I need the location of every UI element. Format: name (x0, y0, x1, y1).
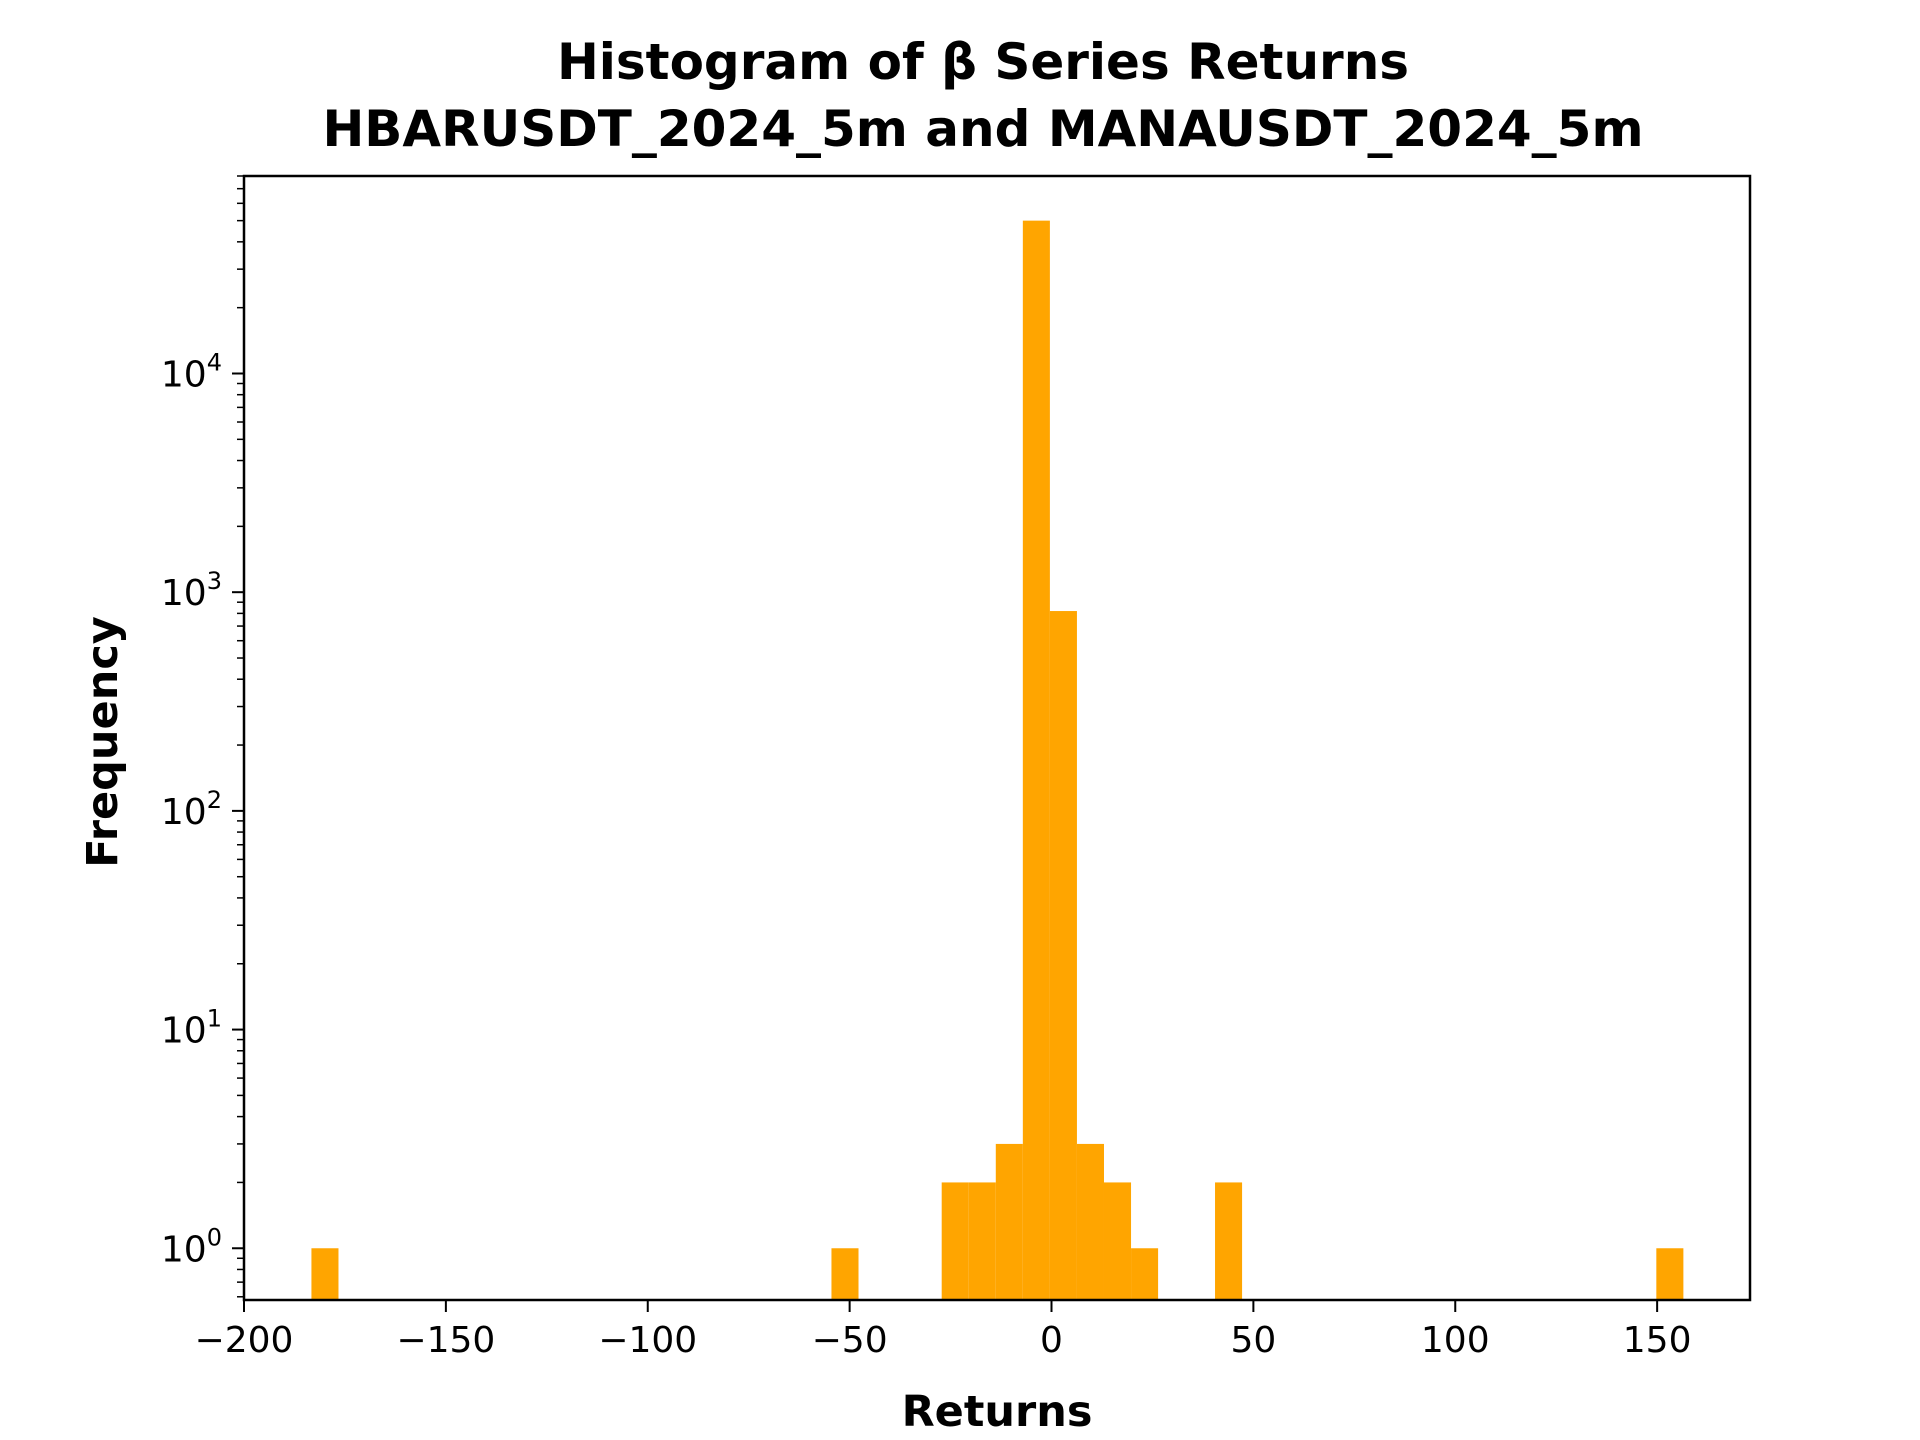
histogram-bar-3 (968, 1182, 996, 1300)
histogram-bar-4 (995, 1143, 1023, 1300)
y-axis-label: Frequency (78, 616, 128, 868)
histogram-bar-8 (1103, 1182, 1132, 1300)
chart-title-line1: Histogram of β Series Returns (557, 33, 1409, 91)
plot-frame (242, 174, 1752, 1302)
y-tick-label: 102 (161, 786, 222, 833)
x-tick-label: −100 (598, 1320, 697, 1361)
x-axis-ticks: −200 −150 −100 −50 0 50 100 150 (195, 1300, 1692, 1361)
x-tick-label: 0 (1040, 1320, 1063, 1361)
histogram-bar-2 (941, 1182, 969, 1300)
x-tick-label: −200 (195, 1320, 294, 1361)
bars-group (311, 220, 1684, 1300)
histogram-bar-7 (1076, 1143, 1104, 1300)
y-tick-label: 101 (161, 1005, 222, 1052)
x-tick-label: −150 (396, 1320, 495, 1361)
y-tick-label: 104 (161, 348, 222, 395)
histogram-bar-1 (831, 1248, 859, 1300)
histogram-bar-5 (1022, 220, 1050, 1300)
y-tick-label: 103 (161, 567, 222, 614)
histogram-bar-6 (1049, 611, 1077, 1300)
x-tick-label: 150 (1623, 1320, 1692, 1361)
histogram-bar-10 (1215, 1182, 1243, 1300)
y-axis-ticks: 100 101 102 103 104 (161, 175, 244, 1298)
histogram-bar-9 (1131, 1248, 1159, 1300)
y-tick-label: 100 (161, 1223, 222, 1270)
histogram-bar-0 (311, 1248, 339, 1300)
x-tick-label: −50 (812, 1320, 888, 1361)
x-axis-label: Returns (902, 1387, 1093, 1437)
x-tick-label: 100 (1421, 1320, 1490, 1361)
x-tick-label: 50 (1230, 1320, 1276, 1361)
histogram-bar-11 (1656, 1248, 1684, 1300)
chart-title-line2: HBARUSDT_2024_5m and MANAUSDT_2024_5m (322, 100, 1643, 158)
